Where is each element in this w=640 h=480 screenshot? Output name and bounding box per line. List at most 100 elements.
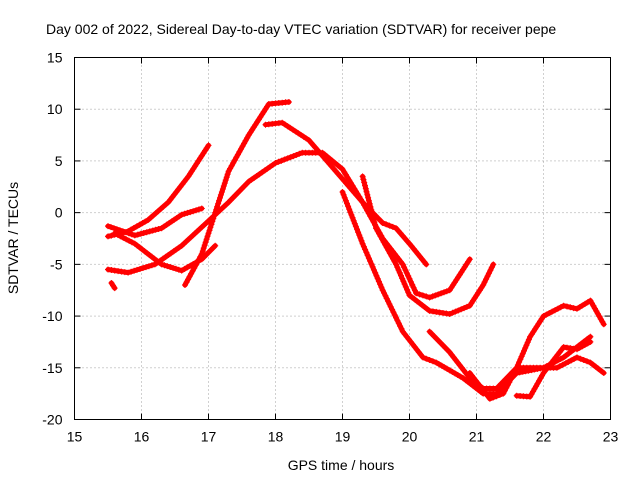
data-point: [373, 272, 380, 279]
data-point: [426, 357, 433, 363]
data-point: [284, 155, 291, 162]
data-point: [455, 307, 462, 314]
x-tick-label: 20: [402, 429, 418, 445]
data-point: [143, 229, 150, 236]
data-point: [593, 308, 600, 315]
data-point: [423, 355, 430, 362]
data-point: [134, 231, 141, 238]
data-point: [293, 152, 300, 158]
data-point: [362, 182, 368, 189]
data-point: [370, 216, 377, 222]
data-point: [577, 355, 584, 362]
data-point: [549, 308, 556, 315]
data-point: [580, 357, 587, 363]
data-point: [381, 290, 387, 296]
data-point: [131, 267, 138, 274]
data-point: [393, 261, 400, 268]
data-point: [466, 256, 473, 263]
data-point: [389, 223, 396, 230]
data-point: [367, 203, 374, 210]
data-point: [202, 239, 209, 246]
series-track-k: [466, 297, 607, 402]
data-point: [374, 275, 381, 282]
x-tick-label: 22: [536, 429, 552, 445]
data-point: [195, 206, 202, 213]
data-point: [205, 230, 212, 237]
data-point: [105, 223, 111, 230]
data-point: [377, 281, 384, 288]
data-point: [359, 240, 366, 247]
data-point: [587, 338, 594, 345]
series-track-e: [108, 280, 118, 292]
data-point: [519, 350, 526, 357]
data-point: [281, 156, 288, 163]
data-point: [116, 227, 123, 234]
data-point: [518, 353, 525, 360]
data-point: [490, 394, 497, 401]
data-point: [111, 285, 118, 292]
data-point: [397, 323, 404, 330]
data-point: [128, 268, 135, 275]
data-point: [164, 263, 171, 270]
data-point: [140, 265, 146, 271]
data-point: [125, 230, 132, 237]
y-tick-label: -20: [42, 412, 62, 428]
data-point: [122, 229, 129, 236]
data-point: [365, 197, 372, 204]
data-point: [193, 207, 200, 214]
data-point: [345, 203, 352, 210]
series-track-f: [182, 99, 292, 288]
data-point: [137, 230, 144, 237]
data-point: [210, 215, 217, 222]
data-point: [181, 210, 188, 217]
data-point: [199, 248, 206, 255]
data-point: [533, 383, 540, 390]
data-point: [361, 179, 368, 186]
data-point: [278, 157, 285, 164]
data-point: [405, 289, 412, 296]
data-point: [213, 206, 220, 213]
data-point: [386, 301, 393, 307]
data-point: [209, 218, 216, 225]
data-point: [516, 359, 523, 366]
series-line: [263, 120, 429, 267]
data-point: [383, 295, 390, 302]
data-point: [105, 233, 111, 240]
data-point: [564, 303, 570, 310]
data-point: [290, 153, 297, 160]
data-point: [396, 269, 403, 276]
data-point: [582, 341, 588, 348]
data-point: [369, 213, 376, 219]
data-point: [113, 226, 120, 233]
data-point: [207, 224, 214, 231]
data-point: [362, 246, 369, 253]
x-axis-label: GPS time / hours: [288, 457, 395, 473]
data-point: [362, 185, 369, 192]
y-tick-label: 10: [47, 101, 63, 117]
data-point: [399, 275, 406, 282]
data-point: [443, 288, 450, 295]
data-point: [360, 176, 367, 183]
data-point: [490, 261, 497, 268]
data-point: [203, 236, 210, 243]
data-point: [365, 194, 372, 201]
series-line: [105, 142, 211, 239]
data-point: [131, 232, 138, 239]
data-point: [340, 191, 347, 198]
data-point: [368, 206, 375, 213]
data-point: [429, 358, 436, 365]
data-point: [167, 264, 174, 270]
data-point: [407, 278, 414, 285]
data-point: [404, 286, 411, 293]
data-point: [560, 302, 567, 309]
data-point: [368, 261, 375, 267]
data-point: [111, 225, 117, 232]
series-track-l: [513, 338, 594, 400]
y-tick-label: 5: [55, 153, 63, 169]
data-point: [363, 249, 370, 256]
data-point: [458, 306, 465, 313]
data-point: [525, 336, 532, 343]
chart-title: Day 002 of 2022, Sidereal Day-to-day VTE…: [46, 21, 556, 37]
y-axis-ticks: 15 10 5 0 -5 -10 -15 -20: [42, 50, 611, 428]
data-point: [523, 342, 530, 349]
